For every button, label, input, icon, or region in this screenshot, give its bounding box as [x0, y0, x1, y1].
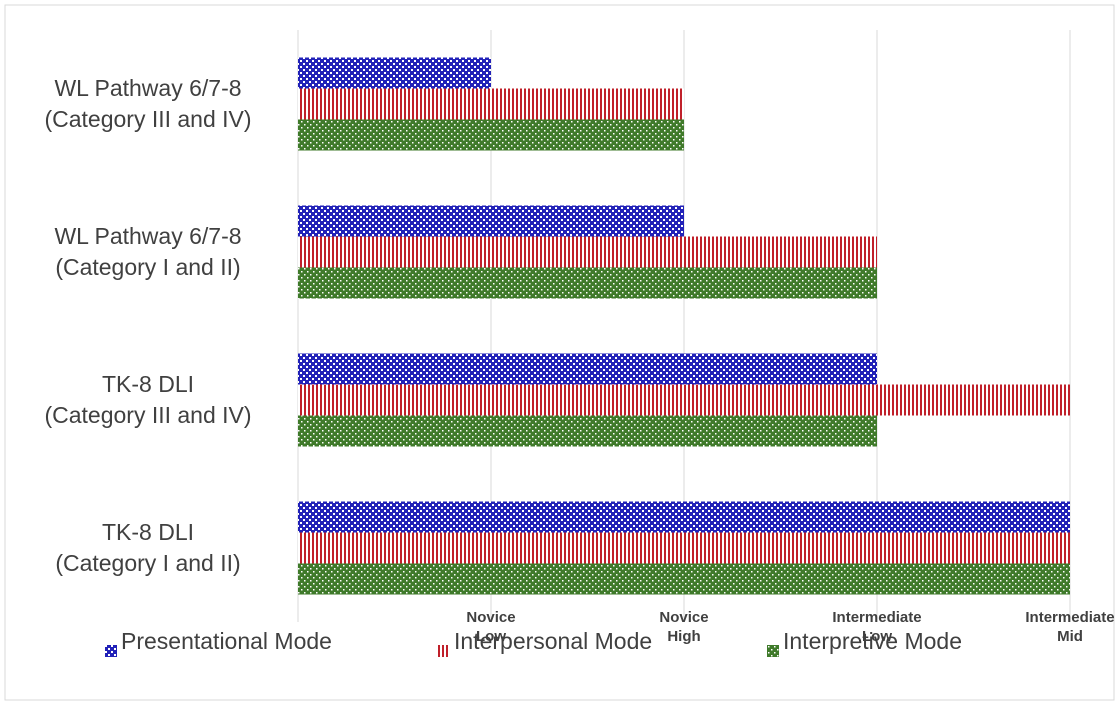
legend-item: Interpretive Mode: [767, 628, 962, 657]
x-tick-label: Novice Low: [466, 609, 516, 645]
bar: [298, 57, 491, 89]
legend-item: Presentational Mode: [105, 628, 332, 657]
chart-border: [4, 4, 1115, 701]
y-tick-label: WL Pathway 6/7-8 (Category I and II): [54, 223, 242, 280]
legend-swatch: [105, 636, 117, 657]
bar: [298, 501, 1070, 533]
legend-label: Presentational Mode: [121, 628, 332, 654]
bar: [298, 384, 1070, 416]
legend-item: Interpersonal Mode: [438, 628, 653, 657]
bar: [298, 267, 877, 299]
x-tick-label: Intermediate Low: [832, 609, 922, 645]
bar: [298, 88, 684, 120]
bar: [298, 563, 1070, 595]
bar: [298, 205, 684, 237]
x-tick-label: Intermediate Mid: [1025, 609, 1115, 645]
legend-swatch: [767, 636, 779, 657]
bar: [298, 236, 877, 268]
legend-label: Interpretive Mode: [783, 628, 962, 654]
bar: [298, 353, 877, 385]
x-tick-label: Novice High: [659, 609, 709, 645]
legend-label: Interpersonal Mode: [454, 628, 653, 654]
y-tick-label: TK-8 DLI (Category III and IV): [44, 371, 252, 428]
y-tick-label: WL Pathway 6/7-8 (Category III and IV): [44, 75, 252, 132]
y-tick-label: TK-8 DLI (Category I and II): [55, 519, 241, 576]
bar: [298, 415, 877, 447]
bar: [298, 532, 1070, 564]
legend-swatch: [438, 636, 450, 657]
bar: [298, 119, 684, 151]
